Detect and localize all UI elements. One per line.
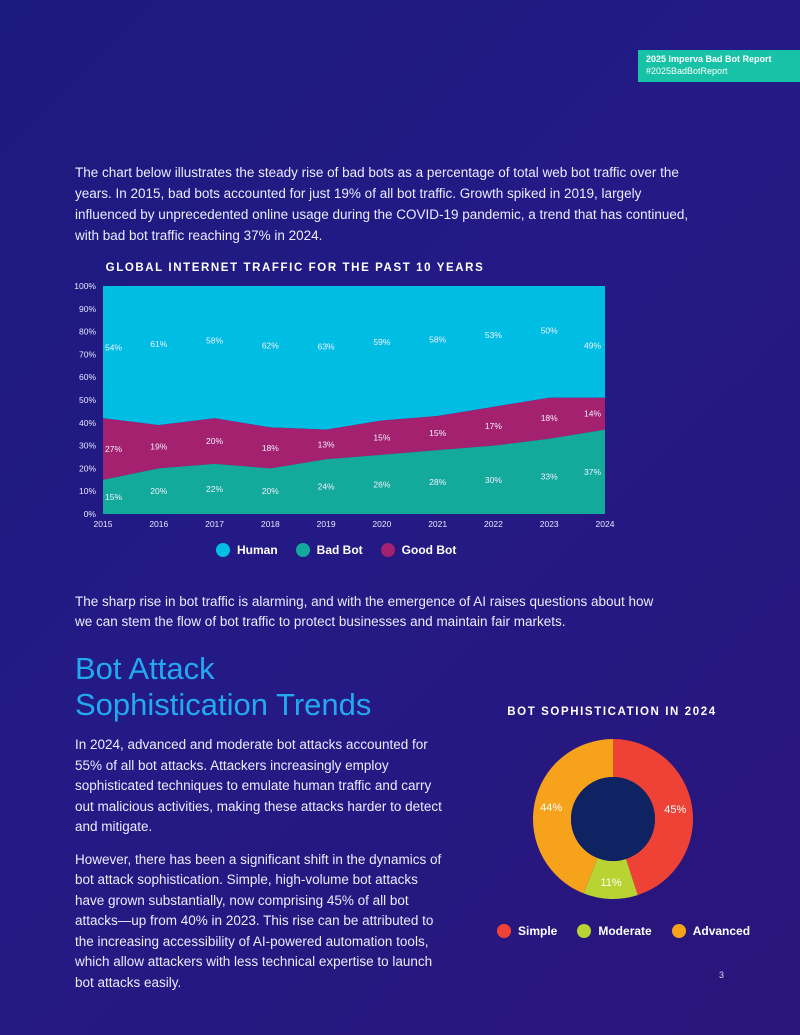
x-tick-label: 2015 [94, 519, 113, 529]
area-chart-title: GLOBAL INTERNET TRAFFIC FOR THE PAST 10 … [105, 262, 485, 274]
bad-bot-data-label: 20% [262, 486, 279, 496]
x-tick-label: 2023 [540, 519, 559, 529]
good-bot-data-label: 18% [262, 443, 279, 453]
x-tick-label: 2018 [261, 519, 280, 529]
good-bot-data-label: 14% [584, 409, 601, 419]
page-number: 3 [718, 970, 724, 980]
human-swatch [216, 543, 230, 557]
human-data-label: 50% [541, 325, 558, 335]
section-heading: Bot Attack Sophistication Trends [75, 651, 395, 723]
section-paragraph-2: However, there has been a significant sh… [75, 851, 442, 990]
donut-center [571, 777, 655, 861]
good-bot-data-label: 15% [429, 428, 446, 438]
simple-swatch [497, 924, 511, 938]
legend-item-good-bot: Good Bot [380, 543, 457, 557]
y-tick-label: 40% [79, 418, 96, 428]
legend-label-advanced: Advanced [692, 924, 751, 938]
sophistication-donut-chart: 45% 11% 44% [533, 739, 693, 899]
x-tick-label: 2021 [428, 519, 447, 529]
legend-item-human: Human [216, 543, 278, 557]
y-tick-label: 20% [79, 463, 96, 473]
bad-bot-area [103, 429, 605, 514]
advanced-slice [533, 739, 613, 894]
human-area [103, 286, 605, 430]
good-bot-data-label: 18% [541, 413, 558, 423]
y-tick-label: 90% [79, 304, 96, 314]
good-bot-data-label: 27% [105, 444, 122, 454]
human-data-label: 58% [429, 335, 446, 345]
y-tick-label: 80% [79, 327, 96, 337]
bad-bot-swatch [295, 543, 310, 557]
x-tick-label: 2022 [484, 519, 503, 529]
y-tick-label: 50% [79, 395, 96, 405]
donut-legend: Simple Moderate Advanced [497, 924, 750, 938]
section-heading-line1: Bot Attack [75, 651, 215, 686]
legend-item-bad-bot: Bad Bot [295, 543, 363, 557]
y-tick-label: 30% [79, 441, 96, 451]
human-data-label: 61% [150, 339, 167, 349]
x-tick-label: 2024 [596, 519, 615, 529]
bad-bot-data-label: 37% [584, 467, 601, 477]
legend-label-simple: Simple [518, 924, 558, 938]
section-heading-line2: Sophistication Trends [75, 687, 372, 722]
x-tick-label: 2020 [372, 519, 391, 529]
y-tick-label: 60% [79, 372, 96, 382]
legend-label-moderate: Moderate [598, 924, 652, 938]
advanced-swatch [671, 924, 686, 938]
human-data-label: 58% [206, 336, 223, 346]
x-tick-label: 2019 [317, 519, 336, 529]
good-bot-data-label: 19% [150, 442, 167, 452]
traffic-area-chart: 0% 10% 20% 30% 40% 50% 60% 70% 80% 90% 100% 2015 201… [74, 281, 615, 529]
bad-bot-data-label: 15% [105, 492, 122, 502]
x-tick-label: 2016 [149, 519, 168, 529]
y-tick-label: 100% [74, 281, 96, 291]
legend-item-simple: Simple [497, 924, 557, 938]
good-bot-data-label: 17% [485, 421, 502, 431]
y-tick-label: 70% [79, 349, 96, 359]
section-paragraph-1: In 2024, advanced and moderate bot attac… [75, 737, 442, 834]
y-tick-label: 0% [84, 509, 97, 519]
legend-label-bad-bot: Bad Bot [316, 543, 363, 557]
area-chart-legend: Human Bad Bot Good Bot [216, 543, 456, 557]
legend-item-moderate: Moderate [577, 924, 652, 938]
bad-bot-data-label: 22% [206, 484, 223, 494]
simple-slice [613, 739, 693, 896]
human-data-label: 49% [584, 340, 601, 350]
bad-bot-data-label: 26% [373, 479, 390, 489]
report-tag: 2025 Imperva Bad Bot Report #2025BadBotR… [638, 50, 800, 82]
simple-data-label: 45% [664, 804, 686, 816]
human-data-label: 54% [105, 343, 122, 353]
x-tick-label: 2017 [205, 519, 224, 529]
good-bot-data-label: 13% [318, 439, 335, 449]
good-bot-data-label: 15% [373, 433, 390, 443]
section-body: In 2024, advanced and moderate bot attac… [75, 735, 445, 1005]
good-bot-data-label: 20% [206, 436, 223, 446]
bad-bot-data-label: 30% [485, 475, 502, 485]
report-title: 2025 Imperva Bad Bot Report [646, 54, 772, 64]
legend-item-advanced: Advanced [671, 924, 751, 938]
moderate-swatch [577, 924, 592, 938]
legend-label-good-bot: Good Bot [401, 543, 457, 557]
moderate-data-label: 11% [600, 877, 621, 889]
bad-bot-data-label: 33% [541, 471, 558, 481]
human-data-label: 62% [262, 340, 279, 350]
bad-bot-data-label: 28% [429, 477, 446, 487]
bad-bot-data-label: 24% [318, 482, 335, 492]
bad-bot-data-label: 20% [150, 486, 167, 496]
human-data-label: 63% [318, 341, 335, 351]
human-data-label: 53% [485, 330, 502, 340]
intro-paragraph: The chart below illustrates the steady r… [75, 165, 689, 243]
legend-label-human: Human [237, 543, 278, 557]
donut-chart-title: BOT SOPHISTICATION IN 2024 [507, 706, 717, 718]
good-bot-area [103, 397, 605, 480]
good-bot-swatch [380, 543, 395, 557]
moderate-slice [583, 858, 638, 899]
report-hashtag: #2025BadBotReport [646, 66, 728, 76]
bot-traffic-paragraph: The sharp rise in bot traffic is alarmin… [75, 594, 654, 629]
y-tick-label: 10% [79, 486, 96, 496]
human-data-label: 59% [373, 337, 390, 347]
advanced-data-label: 44% [540, 802, 562, 814]
